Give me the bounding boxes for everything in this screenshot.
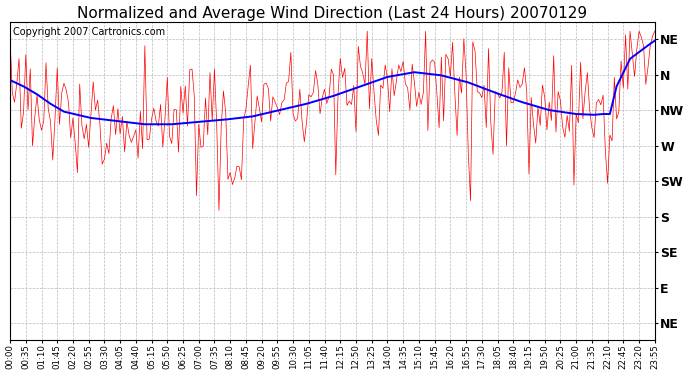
- Text: Copyright 2007 Cartronics.com: Copyright 2007 Cartronics.com: [13, 27, 166, 36]
- Title: Normalized and Average Wind Direction (Last 24 Hours) 20070129: Normalized and Average Wind Direction (L…: [77, 6, 587, 21]
